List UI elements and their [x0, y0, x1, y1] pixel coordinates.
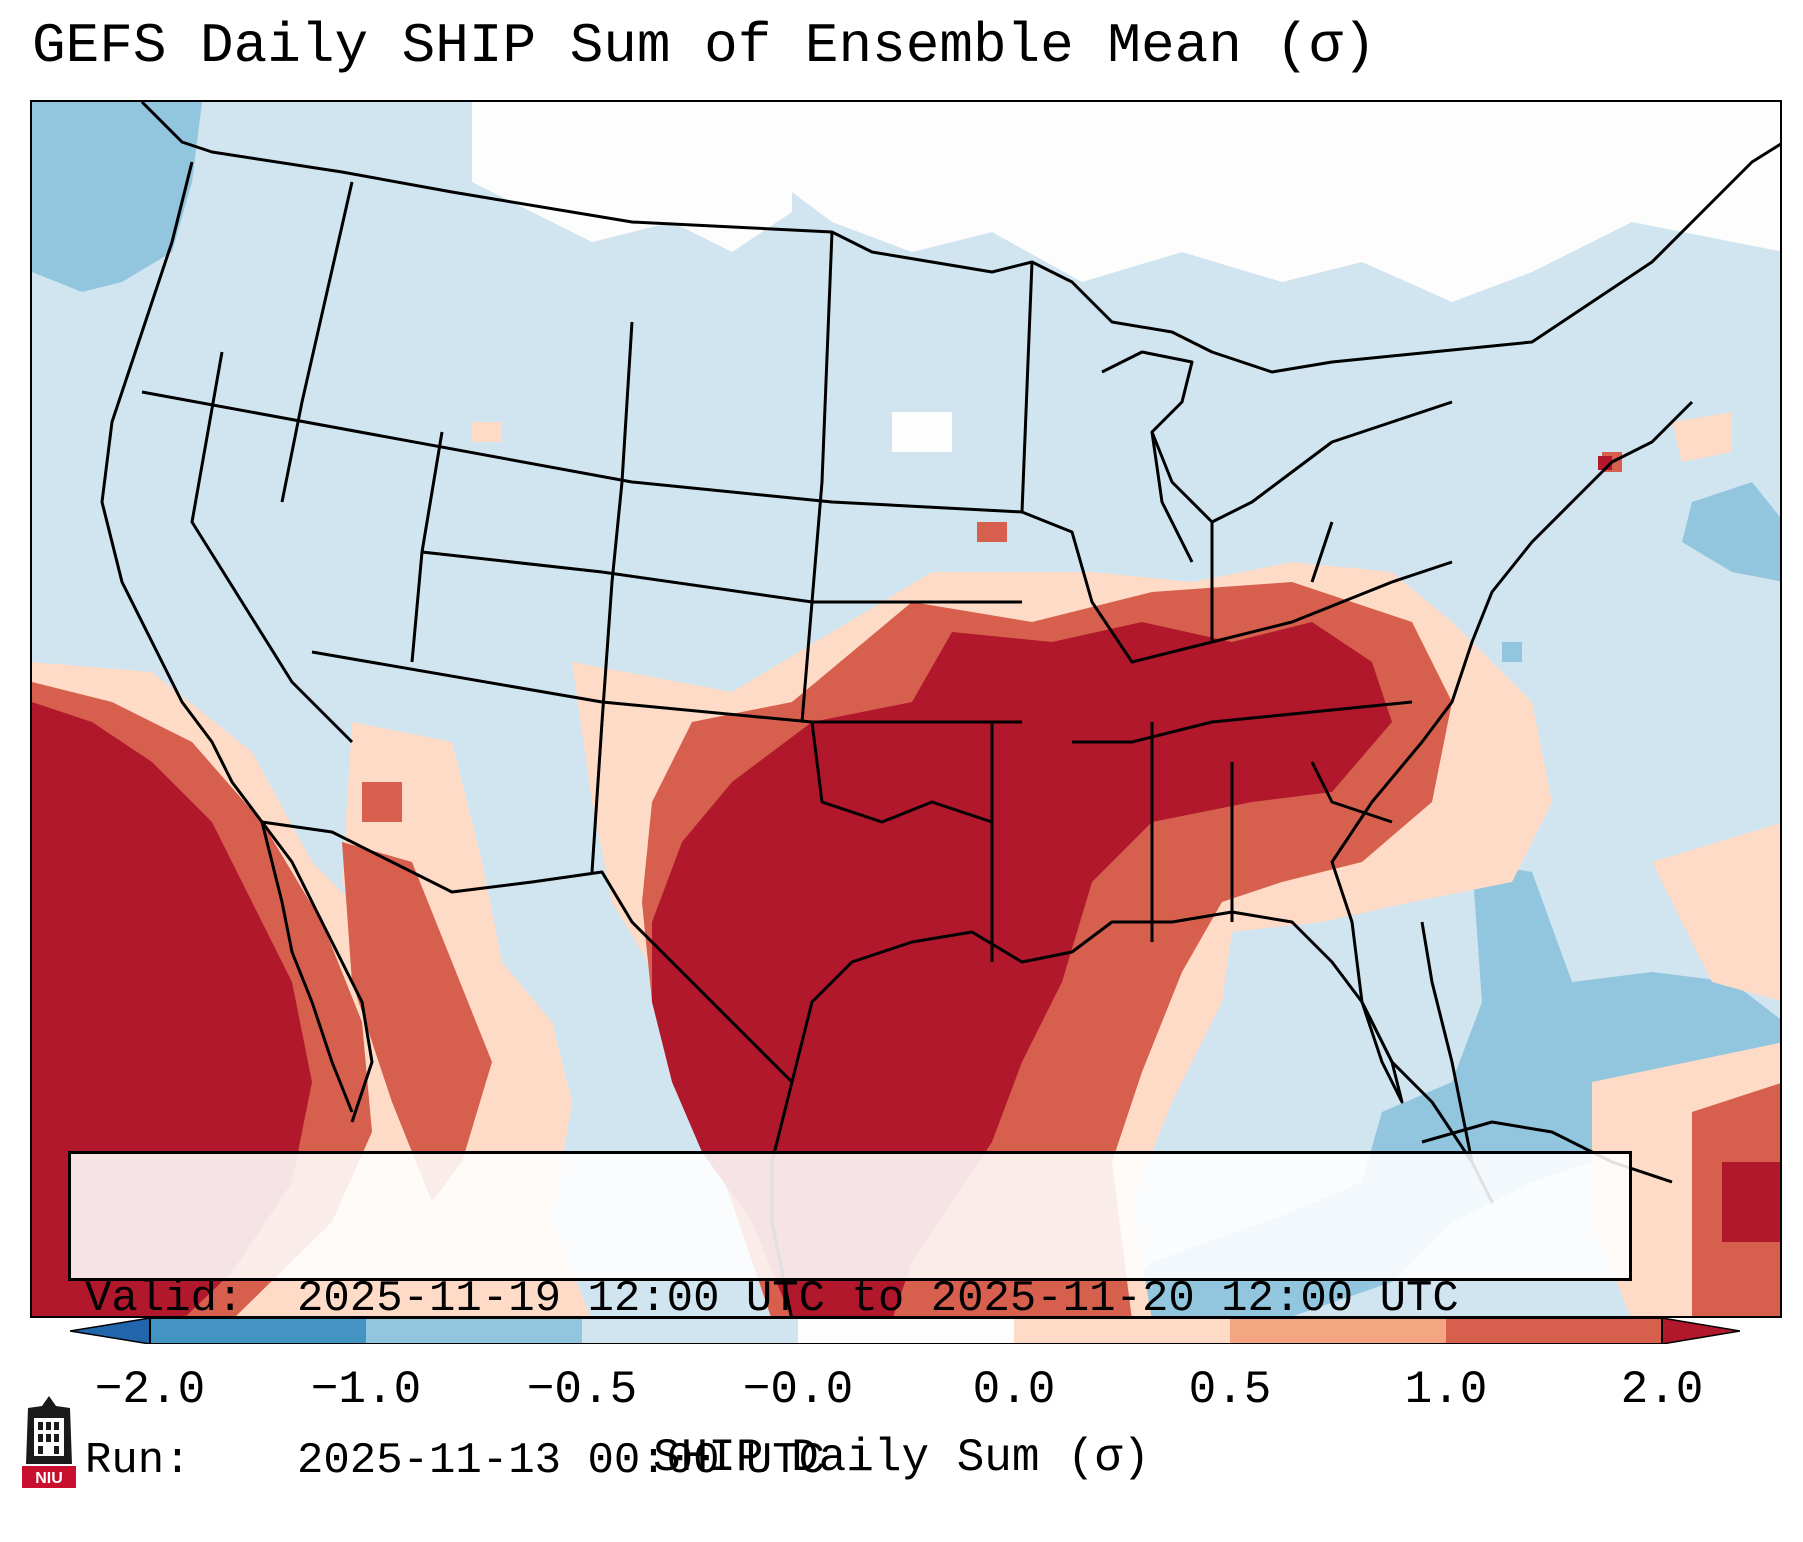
boundary-lines	[100, 102, 1780, 1316]
map-panel	[30, 100, 1782, 1318]
valid-run-infobox: Valid: 2025-11-19 12:00 UTC to 2025-11-20…	[68, 1151, 1632, 1486]
university-tower-icon: NIU	[22, 1396, 76, 1488]
colorbar-tick: 0.0	[972, 1364, 1056, 1416]
run-value: 2025-11-13 00:00 UTC	[297, 1436, 826, 1486]
logo-text: NIU	[35, 1470, 63, 1487]
colorbar-segment	[1230, 1318, 1446, 1344]
colorbar-label: SHIP Daily Sum (σ)	[653, 1432, 1150, 1484]
valid-label: Valid:	[85, 1274, 244, 1324]
run-label: Run:	[85, 1436, 191, 1486]
colorbar-extend-low	[70, 1318, 151, 1344]
colorbar-tick: −2.0	[94, 1364, 206, 1416]
colorbar-extend-high	[1661, 1318, 1740, 1344]
colorbar	[70, 1318, 1740, 1344]
colorbar-tick: −1.0	[310, 1364, 422, 1416]
colorbar-segment	[1446, 1318, 1662, 1344]
run-row: Run: 2025-11-13 00:00 UTC	[85, 1434, 1615, 1488]
colorbar-tick: 0.5	[1188, 1364, 1272, 1416]
colorbar-tick: 1.0	[1404, 1364, 1488, 1416]
colorbar-segment	[798, 1318, 1014, 1344]
colorbar-tick: −0.5	[526, 1364, 638, 1416]
colorbar-segment	[150, 1318, 366, 1344]
colorbar-segment	[582, 1318, 798, 1344]
field-moderate-negative	[32, 102, 1780, 1316]
colorbar-tick: 2.0	[1620, 1364, 1704, 1416]
valid-value: 2025-11-19 12:00 UTC to 2025-11-20 12:00…	[297, 1274, 1459, 1324]
colorbar-segment	[1014, 1318, 1230, 1344]
map-title: GEFS Daily SHIP Sum of Ensemble Mean (σ)	[32, 14, 1377, 78]
valid-row: Valid: 2025-11-19 12:00 UTC to 2025-11-20…	[85, 1272, 1615, 1326]
colorbar-tick: −0.0	[742, 1364, 854, 1416]
anomaly-field	[32, 102, 1780, 1316]
field-neutral-patches	[472, 102, 1780, 452]
colorbar-segment	[366, 1318, 582, 1344]
